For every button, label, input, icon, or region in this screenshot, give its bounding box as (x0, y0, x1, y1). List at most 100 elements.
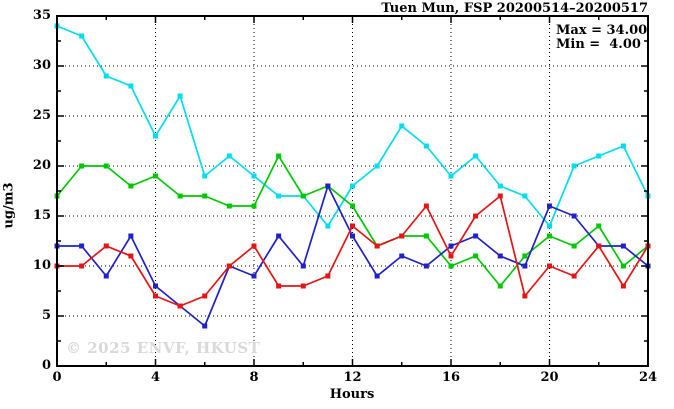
y-tick-label: 35 (32, 8, 51, 23)
y-tick-label: 5 (41, 308, 51, 323)
series-red-marker (620, 283, 626, 289)
series-red-marker (399, 233, 405, 239)
series-red-marker (251, 243, 257, 249)
series-blue-marker (153, 283, 158, 289)
max-value-label: Max = 34.00 (556, 23, 648, 38)
series-green-marker (251, 203, 257, 209)
y-tick-label: 15 (32, 208, 51, 223)
series-green-marker (522, 253, 528, 259)
y-tick-label: 25 (32, 108, 51, 123)
series-blue-marker (571, 213, 577, 219)
y-tick-label: 10 (32, 258, 51, 273)
series-red-marker (79, 263, 85, 269)
x-tick-label: 16 (441, 370, 461, 385)
watermark: © 2025 ENVF, HKUST (66, 339, 261, 357)
series-green-marker (153, 173, 158, 179)
series-green-marker (276, 153, 282, 159)
series-red-marker (448, 253, 454, 259)
series-cyan-marker (547, 223, 552, 229)
series-green-marker (497, 283, 503, 289)
series-red-marker (103, 243, 109, 249)
series-cyan-marker (325, 223, 331, 229)
series-cyan-marker (177, 93, 183, 99)
chart-title: Tuen Mun, FSP 20200514–20200517 (381, 1, 648, 16)
y-tick-label: 30 (32, 58, 51, 73)
series-cyan-marker (399, 123, 405, 129)
series-cyan-marker (128, 83, 134, 89)
series-red-marker (177, 303, 183, 309)
series-blue-marker (497, 253, 503, 259)
series-green-marker (300, 193, 306, 199)
series-blue-marker (522, 263, 528, 269)
series-cyan-marker (79, 33, 85, 39)
series-red-marker (226, 263, 232, 269)
series-red-marker (473, 213, 479, 219)
y-tick-label: 0 (41, 358, 51, 373)
series-red-marker (497, 193, 503, 199)
series-green-marker (202, 193, 208, 199)
x-tick-label: 12 (343, 370, 362, 385)
x-tick-label: 20 (540, 370, 559, 385)
series-blue-marker (79, 243, 85, 249)
series-cyan-marker (276, 193, 282, 199)
y-axis-label: ug/m3 (1, 182, 17, 229)
series-green-marker (79, 163, 85, 169)
series-green-marker (350, 203, 355, 209)
series-blue-marker (374, 273, 380, 279)
series-cyan-marker (226, 153, 232, 159)
series-blue-marker (448, 243, 454, 249)
series-green-marker (177, 193, 183, 199)
series-blue-marker (128, 233, 134, 239)
series-red-marker (276, 283, 282, 289)
series-cyan-marker (522, 193, 528, 199)
series-red-marker (571, 273, 577, 279)
series-red-marker (596, 243, 602, 249)
series-cyan-marker (448, 173, 454, 179)
series-red-marker (128, 253, 134, 259)
series-red-marker (153, 293, 158, 299)
series-blue-marker (473, 233, 479, 239)
series-green-marker (226, 203, 232, 209)
series-cyan-marker (596, 153, 602, 159)
series-blue-marker (251, 273, 257, 279)
series-cyan-marker (497, 183, 503, 189)
series-blue-marker (547, 203, 552, 209)
series-cyan-marker (251, 173, 257, 179)
min-value-label: Min = 4.00 (556, 37, 641, 52)
series-green-marker (103, 163, 109, 169)
series-blue-marker (350, 233, 355, 239)
series-red-marker (300, 283, 306, 289)
series-green-marker (596, 223, 602, 229)
series-green-marker (448, 263, 454, 269)
series-cyan-marker (103, 73, 109, 79)
series-cyan-marker (153, 133, 158, 139)
x-tick-label: 24 (638, 370, 658, 385)
series-green-marker (571, 243, 577, 249)
series-red-marker (202, 293, 208, 299)
series-red-marker (374, 243, 380, 249)
series-green-marker (547, 233, 552, 239)
series-cyan-marker (620, 143, 626, 149)
series-blue-marker (276, 233, 282, 239)
series-cyan-marker (473, 153, 479, 159)
x-tick-label: 4 (150, 370, 161, 385)
x-tick-label: 8 (249, 370, 259, 385)
series-blue-marker (325, 183, 331, 189)
x-axis-label: Hours (329, 387, 375, 402)
series-green-marker (473, 253, 479, 259)
series-red-marker (423, 203, 429, 209)
series-red-marker (522, 293, 528, 299)
series-green-marker (128, 183, 134, 189)
series-blue-marker (300, 263, 306, 269)
series-cyan-marker (571, 163, 577, 169)
series-blue-marker (202, 323, 208, 329)
y-tick-label: 20 (32, 158, 51, 173)
x-tick-label: 0 (52, 370, 62, 385)
max-min-annotation: Max = 34.00 Min = 4.00 (556, 24, 647, 52)
series-blue-marker (423, 263, 429, 269)
series-cyan-marker (423, 143, 429, 149)
series-cyan-marker (374, 163, 380, 169)
series-cyan-marker (350, 183, 355, 189)
